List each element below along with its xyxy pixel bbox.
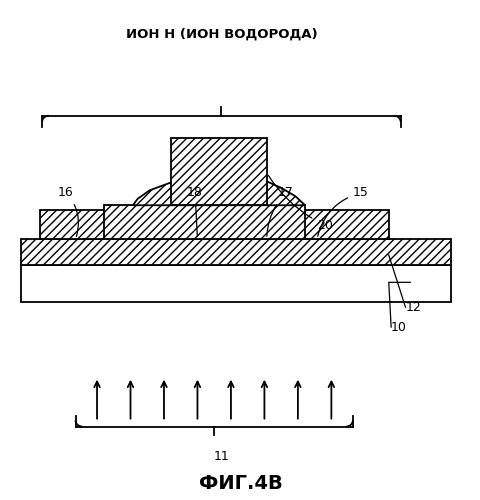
Text: 11: 11 (213, 450, 229, 463)
Bar (39, 210, 118, 239)
Text: 16: 16 (58, 186, 78, 236)
Bar (104, 205, 304, 239)
Bar (21, 239, 450, 265)
Text: ИОН Н (ИОН ВОДОРОДА): ИОН Н (ИОН ВОДОРОДА) (125, 27, 316, 40)
Text: 20: 20 (268, 176, 332, 232)
Bar (171, 138, 266, 205)
Text: ФИГ.4В: ФИГ.4В (198, 474, 282, 493)
Bar (295, 210, 388, 239)
Bar (21, 265, 450, 302)
Text: 10: 10 (390, 320, 406, 334)
Text: 18: 18 (187, 186, 203, 236)
Text: 15: 15 (317, 186, 368, 236)
Text: 12: 12 (405, 300, 420, 314)
Text: 17: 17 (266, 186, 293, 236)
Polygon shape (132, 176, 304, 205)
